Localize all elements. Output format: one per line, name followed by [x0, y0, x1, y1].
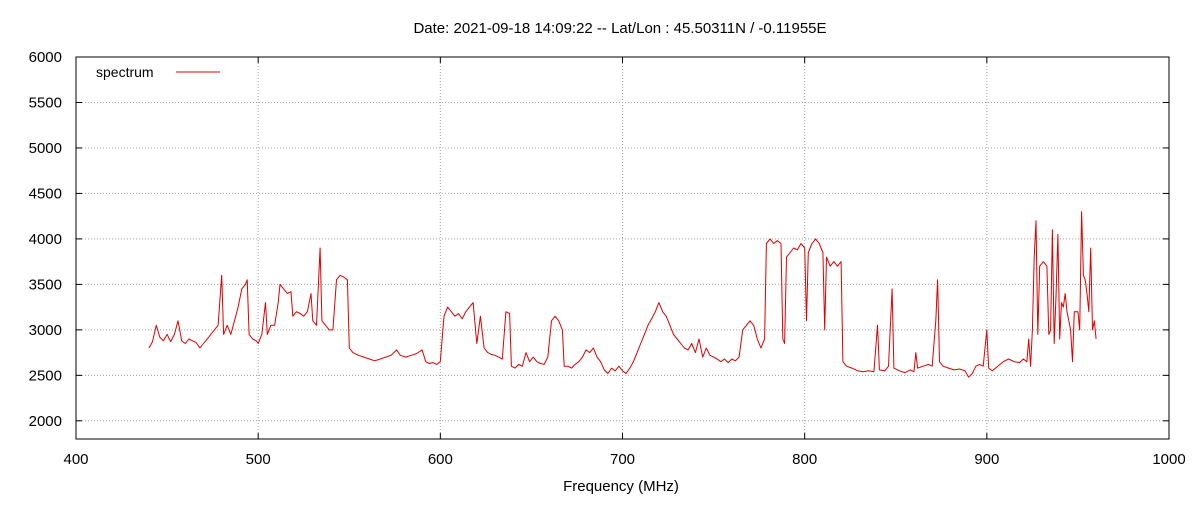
x-tick-label: 600: [428, 451, 453, 468]
y-tick-label: 3500: [29, 276, 62, 293]
grid-lines: [76, 57, 1169, 439]
y-tick-label: 5000: [29, 140, 62, 157]
y-tick-label: 2000: [29, 413, 62, 430]
x-tick-label: 900: [974, 451, 999, 468]
y-tick-label: 6000: [29, 49, 62, 66]
x-tick-label: 700: [610, 451, 635, 468]
y-tick-label: 4000: [29, 231, 62, 248]
legend: spectrum: [96, 64, 220, 80]
y-tick-label: 5500: [29, 94, 62, 111]
x-tick-label: 800: [792, 451, 817, 468]
x-axis-label: Frequency (MHz): [563, 478, 679, 495]
series-line-spectrum: [148, 211, 1097, 378]
x-tick-label: 400: [63, 451, 88, 468]
x-tick-label: 1000: [1152, 451, 1185, 468]
x-tick-label: 500: [246, 451, 271, 468]
axis-ticks: 400 500 600 700 800 900 1000 2000 2500 3000 3500 40…: [29, 49, 1186, 468]
y-tick-label: 3000: [29, 322, 62, 339]
legend-label: spectrum: [96, 64, 154, 80]
series-layer: [148, 211, 1097, 378]
y-tick-label: 2500: [29, 367, 62, 384]
y-tick-label: 4500: [29, 185, 62, 202]
chart-title: Date: 2021-09-18 14:09:22 -- Lat/Lon : 4…: [413, 20, 826, 37]
